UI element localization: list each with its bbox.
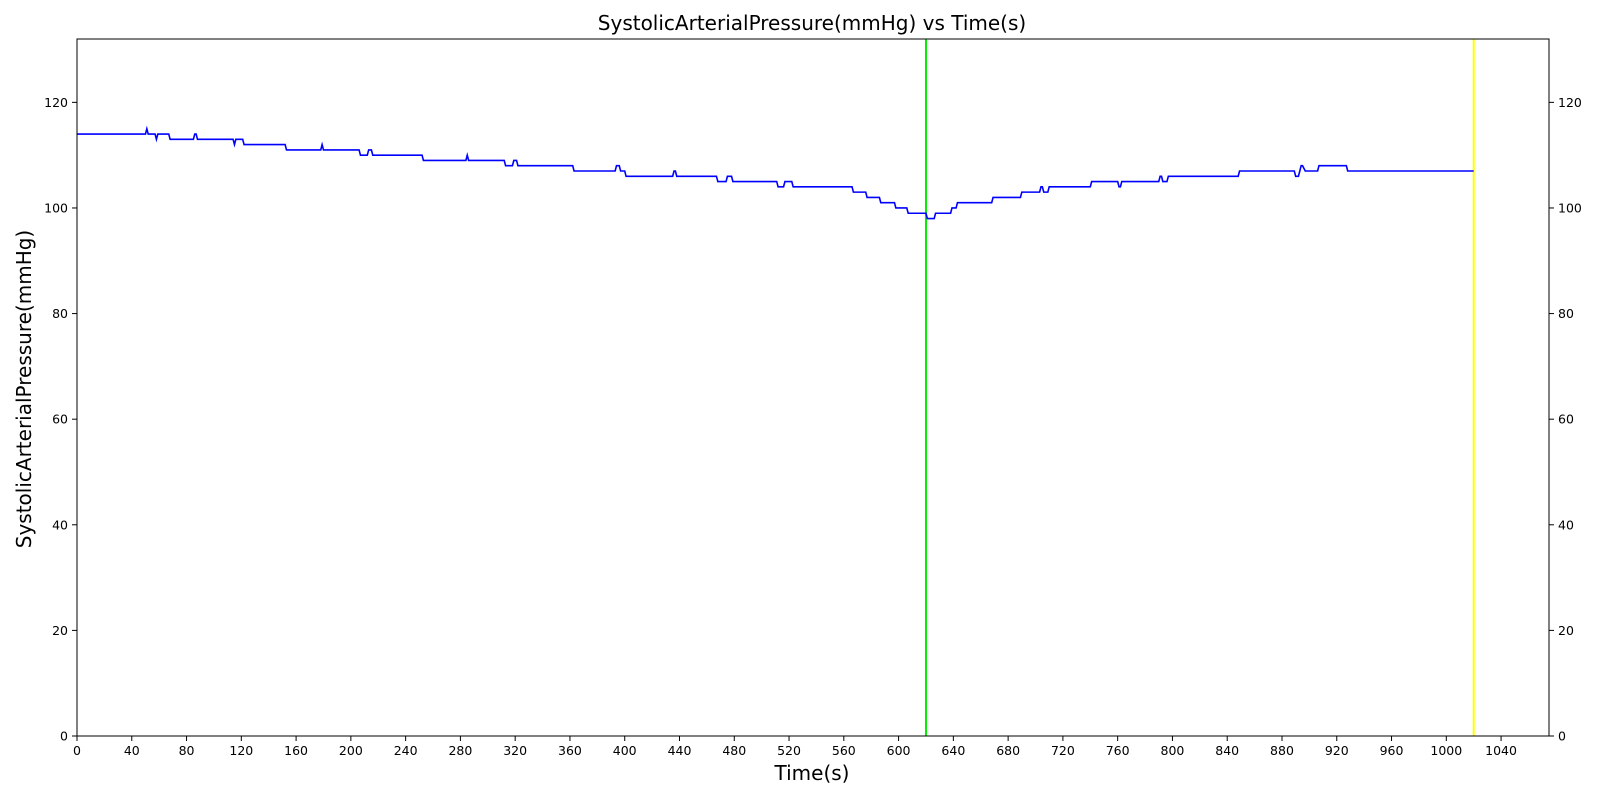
x-tick-label: 1000 (1430, 743, 1462, 758)
x-tick-label: 520 (777, 743, 801, 758)
x-axis-ticks: 0 40 80 120 160 200 240 280 320 360 400 440 480 520 56… (73, 736, 1517, 758)
x-tick-label: 1040 (1485, 743, 1517, 758)
x-tick-label: 960 (1380, 743, 1404, 758)
y-tick-label-right: 20 (1558, 623, 1574, 638)
y-axis-ticks: 0 0 20 20 40 40 60 60 80 80 100 100 120 120 (44, 95, 1582, 744)
x-tick-label: 920 (1325, 743, 1349, 758)
x-tick-label: 480 (722, 743, 746, 758)
x-tick-label: 680 (996, 743, 1020, 758)
y-tick-label-left: 60 (52, 412, 68, 427)
y-tick-label-left: 100 (44, 200, 68, 215)
x-tick-label: 600 (887, 743, 911, 758)
plot-area-frame (76, 38, 1550, 737)
x-axis-label: Time(s) (774, 761, 850, 785)
x-tick-label: 0 (73, 743, 81, 758)
x-tick-label: 560 (832, 743, 856, 758)
y-tick-label-left: 40 (52, 517, 68, 532)
y-tick-label-left: 0 (60, 729, 68, 744)
x-tick-label: 200 (339, 743, 363, 758)
y-tick-label-right: 80 (1558, 306, 1574, 321)
x-tick-label: 880 (1270, 743, 1294, 758)
x-tick-label: 440 (668, 743, 692, 758)
x-tick-label: 160 (284, 743, 308, 758)
data-series-group (77, 125, 1474, 220)
vertical-markers (924, 39, 1475, 736)
x-tick-label: 120 (229, 743, 253, 758)
y-tick-label-left: 120 (44, 95, 68, 110)
x-tick-label: 40 (124, 743, 140, 758)
y-tick-label-left: 80 (52, 306, 68, 321)
x-tick-label: 280 (448, 743, 472, 758)
chart-title: SystolicArterialPressure(mmHg) vs Time(s… (598, 11, 1026, 35)
x-tick-label: 760 (1106, 743, 1130, 758)
x-tick-label: 720 (1051, 743, 1075, 758)
x-tick-label: 800 (1161, 743, 1185, 758)
y-tick-label-right: 40 (1558, 517, 1574, 532)
x-tick-label: 400 (613, 743, 637, 758)
x-tick-label: 840 (1215, 743, 1239, 758)
x-tick-label: 320 (503, 743, 527, 758)
y-axis-label: SystolicArterialPressure(mmHg) (12, 230, 36, 549)
y-tick-label-right: 60 (1558, 412, 1574, 427)
y-tick-label-right: 100 (1558, 200, 1582, 215)
y-tick-label-right: 0 (1558, 729, 1566, 744)
series-line-0 (77, 125, 1474, 220)
x-tick-label: 360 (558, 743, 582, 758)
y-tick-label-right: 120 (1558, 95, 1582, 110)
x-tick-label: 640 (941, 743, 965, 758)
x-tick-label: 80 (179, 743, 195, 758)
x-tick-label: 240 (394, 743, 418, 758)
y-tick-label-left: 20 (52, 623, 68, 638)
